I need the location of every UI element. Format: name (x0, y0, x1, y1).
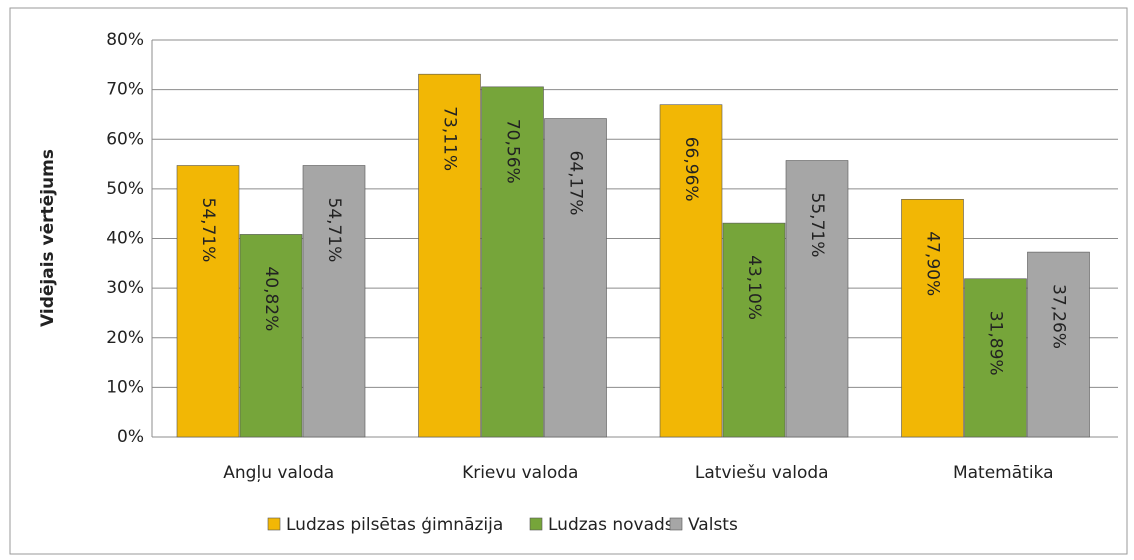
legend-swatch (669, 517, 683, 531)
y-tick-label: 10% (106, 377, 144, 397)
y-tick-label: 20% (106, 328, 144, 348)
bar (239, 234, 303, 438)
value-label: 70,56% (503, 119, 523, 184)
value-label: 31,89% (986, 311, 1006, 376)
y-tick-label: 60% (106, 129, 144, 149)
value-label: 37,26% (1049, 284, 1069, 349)
x-tick-label: Krievu valoda (462, 463, 578, 483)
bar (1027, 251, 1090, 438)
x-tick-label: Latviešu valoda (695, 463, 829, 483)
value-label: 66,96% (681, 137, 701, 202)
value-label: 54,71% (324, 198, 344, 263)
y-tick-label: 40% (106, 229, 144, 249)
legend-label: Ludzas pilsētas ģimnāzija (286, 515, 503, 535)
bar (785, 160, 849, 438)
value-label: 47,90% (923, 231, 943, 296)
value-label: 40,82% (261, 266, 281, 331)
bar (302, 165, 366, 438)
value-label: 43,10% (744, 255, 764, 320)
legend-label: Ludzas novads (548, 515, 674, 535)
y-tick-label: 0% (117, 427, 144, 447)
bar (659, 104, 723, 438)
bar (544, 118, 607, 438)
value-label: 73,11% (440, 106, 460, 171)
bar (722, 222, 786, 438)
value-label: 64,17% (566, 151, 586, 216)
y-tick-label: 70% (106, 80, 144, 100)
legend-swatch (529, 517, 543, 531)
x-tick-label: Angļu valoda (223, 463, 334, 483)
legend-label: Valsts (688, 515, 738, 535)
y-axis-label: Vidējais vērtējums (38, 149, 58, 327)
bar (481, 86, 544, 438)
bar (418, 73, 481, 438)
bar (901, 198, 964, 438)
x-tick-label: Matemātika (953, 463, 1054, 483)
legend-swatch (267, 517, 281, 531)
y-tick-label: 50% (106, 179, 144, 199)
value-label: 55,71% (807, 193, 827, 258)
bar (176, 165, 240, 438)
y-tick-label: 80% (106, 30, 144, 50)
y-tick-label: 30% (106, 278, 144, 298)
bar (964, 278, 1027, 438)
value-label: 54,71% (198, 198, 218, 263)
